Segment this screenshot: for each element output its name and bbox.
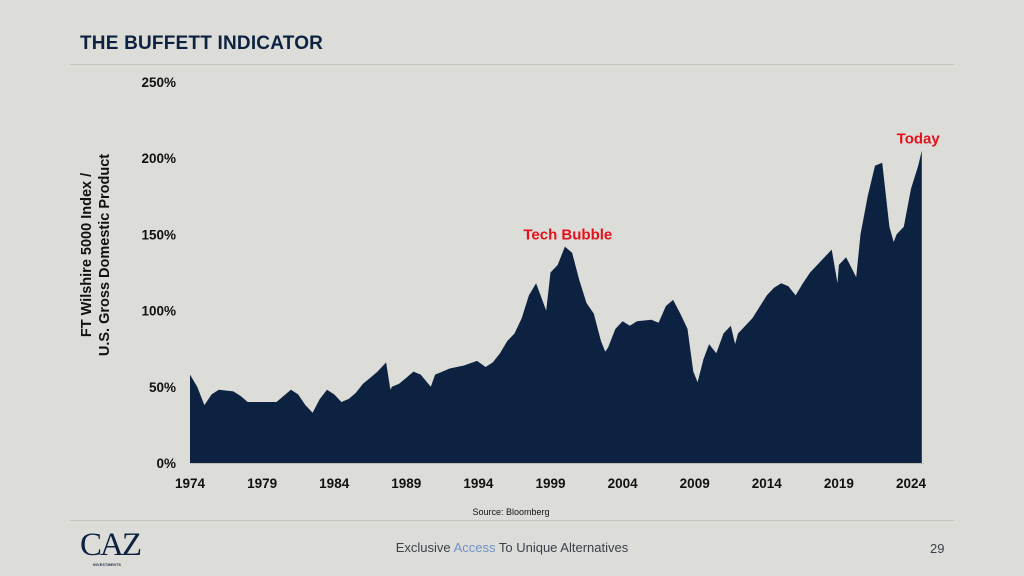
source-note: Source: Bloomberg bbox=[472, 507, 549, 517]
y-tick-label: 50% bbox=[149, 380, 176, 395]
x-tick-label: 2004 bbox=[608, 476, 639, 491]
x-tick-label: 2014 bbox=[752, 476, 783, 491]
page-number: 29 bbox=[930, 541, 945, 556]
footer-divider bbox=[70, 520, 954, 521]
y-tick-label: 100% bbox=[141, 304, 176, 319]
x-tick-label: 1984 bbox=[319, 476, 350, 491]
x-tick-label: 1974 bbox=[175, 476, 206, 491]
annotation-today: Today bbox=[897, 130, 941, 147]
x-tick-label: 1979 bbox=[247, 476, 277, 491]
y-axis-label-line1: FT Wilshire 5000 Index / bbox=[79, 173, 95, 337]
y-tick-label: 250% bbox=[141, 75, 176, 90]
y-tick-label: 150% bbox=[141, 227, 176, 242]
annotation-tech-bubble: Tech Bubble bbox=[523, 226, 612, 243]
logo-subtext: INVESTMENTS bbox=[93, 563, 122, 567]
y-tick-label: 200% bbox=[141, 151, 176, 166]
caz-logo: CAZ bbox=[80, 527, 142, 563]
footer-tagline: Exclusive Access To Unique Alternatives bbox=[0, 540, 1024, 555]
x-tick-label: 2009 bbox=[680, 476, 710, 491]
logo-text: CAZ bbox=[80, 527, 142, 563]
x-tick-label: 1989 bbox=[391, 476, 421, 491]
x-tick-label: 2024 bbox=[896, 476, 927, 491]
area-series bbox=[190, 150, 922, 463]
y-axis-label-line2: U.S. Gross Domestic Product bbox=[97, 154, 113, 356]
x-tick-label: 2019 bbox=[824, 476, 854, 491]
tagline-accent: Access bbox=[453, 540, 496, 555]
header-divider bbox=[70, 64, 954, 65]
tagline-post: To Unique Alternatives bbox=[498, 540, 629, 555]
y-tick-label: 0% bbox=[156, 456, 176, 471]
x-tick-label: 1994 bbox=[463, 476, 494, 491]
x-tick-label: 1999 bbox=[535, 476, 565, 491]
page-title: THE BUFFETT INDICATOR bbox=[80, 33, 324, 54]
tagline-pre: Exclusive bbox=[395, 540, 451, 555]
